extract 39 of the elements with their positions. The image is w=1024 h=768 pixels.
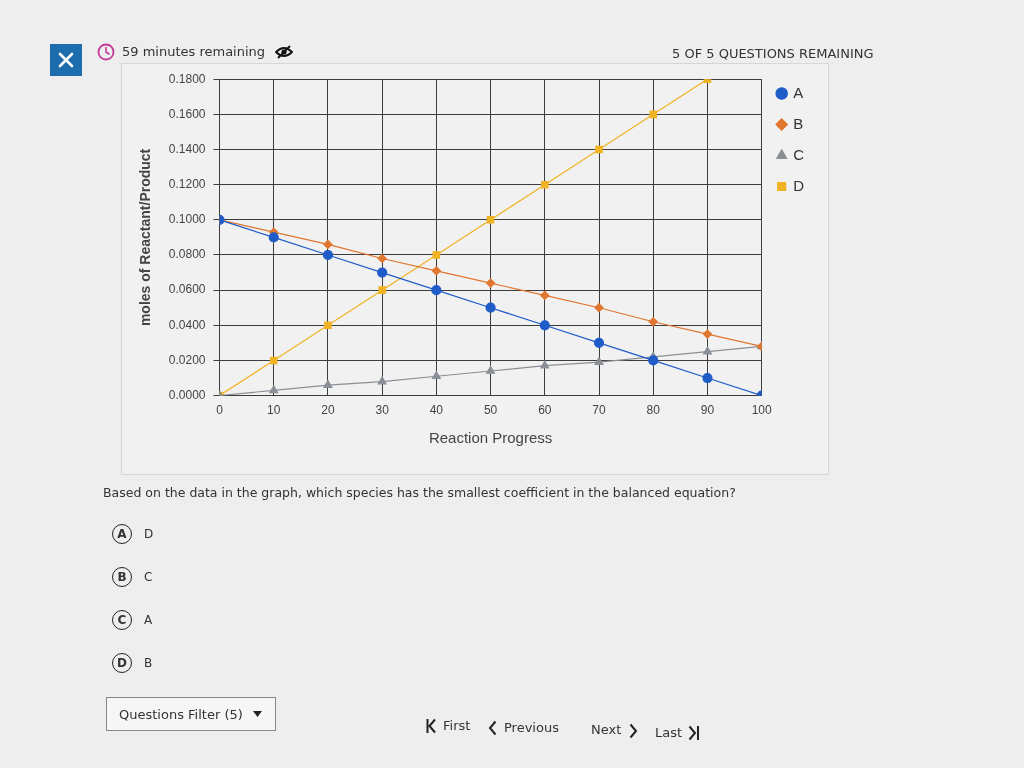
- x-tick-label: 20: [321, 403, 335, 418]
- x-tick-label: 40: [429, 403, 444, 418]
- x-tick-label: 60: [538, 403, 552, 418]
- text: Questions Filter (5): [106, 697, 276, 731]
- text: 59 minutes remaining: [122, 44, 266, 59]
- text: D B: [117, 656, 153, 670]
- legend-label: C: [793, 145, 805, 163]
- y-tick-label: 0.1200: [168, 176, 206, 191]
- y-tick-label: 0.0800: [168, 247, 206, 262]
- text: B C: [117, 570, 153, 584]
- y-tick-label: 0.1000: [168, 212, 206, 227]
- x-tick-label: 10: [267, 403, 281, 418]
- text: Based on the data in the graph, which species has the smallest coefficient in the balanced equation?: [103, 485, 736, 500]
- x-axis-title: Reaction Progress: [428, 429, 553, 447]
- legend-label: D: [793, 176, 805, 194]
- text: Previous: [504, 720, 559, 735]
- text: Last: [655, 725, 683, 740]
- text: First: [443, 718, 471, 733]
- text: A D: [117, 527, 154, 541]
- y-tick-label: 0.0000: [168, 387, 206, 402]
- legend-label: A: [793, 83, 804, 101]
- y-tick-label: 0.1400: [168, 141, 206, 156]
- y-tick-label: 0.0200: [168, 352, 206, 367]
- y-tick-label: 0.0400: [168, 317, 206, 332]
- x-tick-label: 30: [375, 403, 390, 418]
- x-tick-label: 0: [216, 403, 224, 418]
- x-tick-label: 90: [700, 403, 715, 418]
- text: 5 OF 5 QUESTIONS REMAINING: [672, 46, 874, 61]
- legend-label: B: [793, 114, 804, 132]
- x-tick-label: 70: [592, 403, 607, 418]
- x-tick-label: 80: [646, 403, 661, 418]
- y-tick-label: 0.0600: [168, 282, 206, 297]
- text: Next: [591, 722, 622, 737]
- y-tick-label: 0.1800: [168, 71, 206, 86]
- x-tick-label: 100: [751, 403, 772, 418]
- y-axis-title: moles of Reactant/Product: [137, 148, 154, 327]
- text: C A: [117, 613, 153, 627]
- x-tick-label: 50: [483, 403, 498, 418]
- y-tick-label: 0.1600: [168, 106, 206, 121]
